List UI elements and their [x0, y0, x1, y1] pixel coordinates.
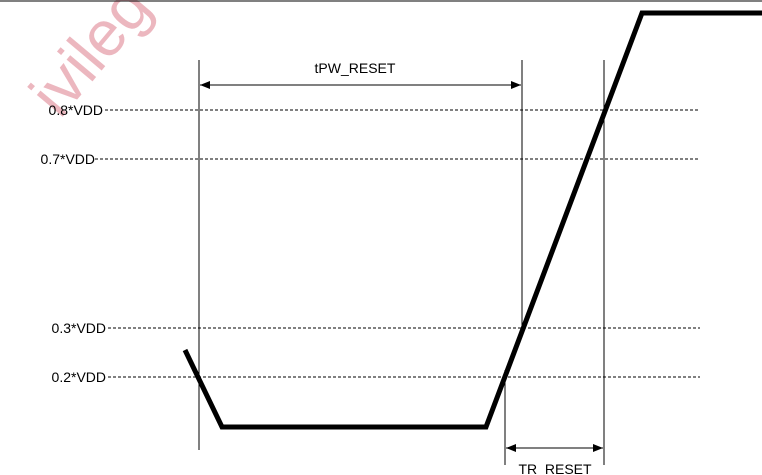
level-label: 0.7*VDD	[41, 151, 95, 167]
reset-waveform	[182, 10, 762, 430]
rise-time-label: TR_RESET	[518, 461, 592, 475]
level-label: 0.3*VDD	[52, 320, 106, 336]
level-label: 0.2*VDD	[52, 369, 106, 385]
level-label: 0.8*VDD	[49, 102, 103, 118]
pulse-width-label: tPW_RESET	[315, 60, 396, 76]
